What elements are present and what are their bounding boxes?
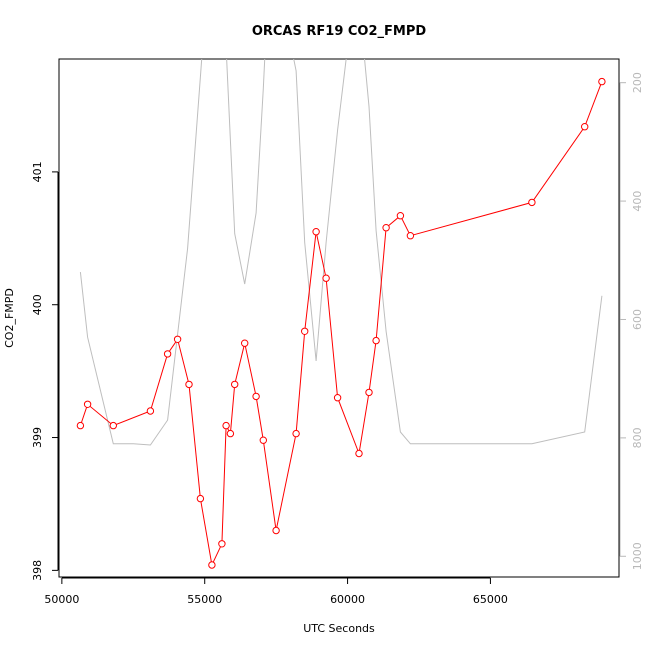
y-tick-label: 400 (31, 294, 44, 315)
x-axis-label: UTC Seconds (303, 622, 375, 635)
red-series-point (396, 212, 405, 220)
red-series-point (231, 380, 239, 389)
red-series-point (252, 392, 260, 401)
gray-series-line (79, 59, 603, 446)
red-series-point (301, 327, 309, 335)
red-series-point (365, 388, 373, 397)
plot-frame (58, 58, 620, 578)
red-series-point (272, 526, 280, 535)
red-series-point (333, 394, 342, 402)
red-series-point (163, 350, 172, 358)
y2-tick-label: 200 (631, 72, 644, 93)
red-series-point (382, 224, 390, 232)
y-tick-label: 398 (31, 560, 44, 581)
red-series-point (208, 561, 216, 569)
x-tick-label: 50000 (44, 593, 79, 606)
red-series-point (83, 400, 92, 408)
red-series-point (372, 336, 380, 345)
x-tick-label: 55000 (187, 593, 222, 606)
gray-series-layer (79, 59, 603, 446)
y2-tick-label: 1000 (631, 542, 644, 570)
red-series-point (76, 421, 85, 430)
red-series-point (218, 540, 226, 548)
red-series-line (79, 81, 603, 567)
y2-tick-label: 400 (631, 191, 644, 212)
red-series-point (241, 339, 249, 347)
y2-tick-label: 600 (631, 309, 644, 330)
red-series-point (581, 123, 589, 131)
red-series-point (355, 449, 363, 458)
red-series-point (292, 429, 300, 438)
red-series-point (259, 436, 267, 444)
red-series-point (598, 77, 606, 86)
red-series-point (185, 380, 193, 389)
x-tick-label: 65000 (473, 593, 508, 606)
red-series-point (528, 198, 536, 207)
red-series-point (196, 494, 205, 503)
red-series-point (226, 429, 235, 438)
red-series-point (406, 232, 415, 240)
red-series-point (322, 274, 330, 282)
red-series-layer (76, 77, 606, 569)
red-series-point (222, 421, 230, 430)
red-series-point (146, 407, 155, 415)
y-tick-label: 399 (31, 427, 44, 448)
red-series-point (109, 421, 118, 430)
y-tick-label: 401 (31, 161, 44, 182)
red-series-point (173, 335, 182, 343)
red-series-point (312, 228, 320, 236)
axes-layer: 50000 55000 60000 65000 398 399 400 401 200 400 60… (31, 72, 644, 606)
x-tick-label: 60000 (330, 593, 365, 606)
y-axis-label: CO2_FMPD (3, 288, 16, 348)
y2-tick-label: 800 (631, 427, 644, 448)
chart-title: ORCAS RF19 CO2_FMPD (252, 24, 427, 39)
